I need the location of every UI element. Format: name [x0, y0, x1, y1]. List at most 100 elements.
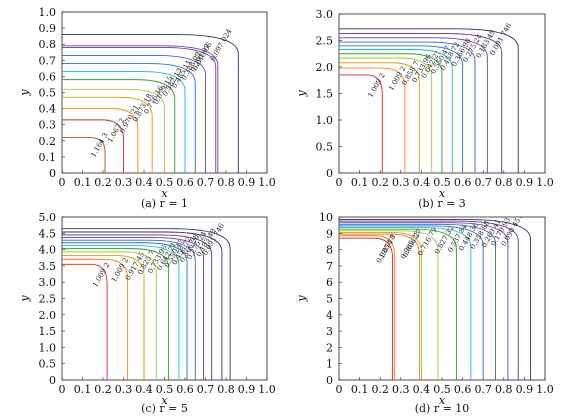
y-tick-label: 0.7: [39, 54, 57, 67]
contour-line: [62, 137, 106, 173]
y-tick-label: 3.0: [39, 276, 57, 289]
y-tick-label: 1.5: [39, 325, 57, 338]
x-tick-label: 0.8: [495, 383, 513, 396]
y-tick-label: 0.6: [39, 70, 57, 83]
x-tick-label: 0.8: [217, 383, 235, 396]
contour-line: [339, 28, 519, 173]
x-tick-label: 0.5: [156, 383, 174, 396]
y-tick-label: 0.5: [316, 141, 334, 154]
x-tick-label: 0.8: [495, 176, 513, 189]
x-tick-label: 1.0: [258, 383, 276, 396]
contour-line: [339, 57, 433, 173]
x-tick-label: 0: [59, 383, 66, 396]
contour-line: [62, 231, 223, 380]
contour-line: [62, 71, 186, 173]
x-tick-label: 0.2: [371, 176, 389, 189]
panel-d: 0 0.1 0.2 0.3 0.4 0.5 0.6 0.7 0.8 0.9 1.0012345678…: [295, 211, 554, 415]
panel-b: 0 0.1 0.2 0.3 0.4 0.5 0.6 0.7 0.8 0.9 1.000.51.01.…: [295, 8, 554, 210]
x-axis-label: x: [439, 187, 446, 200]
x-tick-label: 1.0: [536, 383, 554, 396]
y-tick-label: 0.2: [39, 135, 57, 148]
panel-caption: (b) r = 3: [418, 197, 466, 210]
x-tick-label: 0.2: [94, 176, 112, 189]
contour-line: [339, 223, 497, 380]
y-tick-label: 0: [49, 167, 56, 180]
y-tick-label: 0: [326, 167, 333, 180]
y-tick-label: 3: [326, 325, 333, 338]
plot-frame: [61, 216, 268, 381]
contour-line: [339, 237, 394, 380]
x-tick-label: 0.9: [516, 383, 534, 396]
x-axis-label: x: [161, 187, 168, 200]
y-tick-label: 0.3: [39, 119, 57, 132]
y-tick-label: 2.0: [39, 309, 57, 322]
y-tick-label: 0: [326, 374, 333, 387]
y-tick-label: 3.0: [316, 8, 334, 21]
y-tick-label: 2: [326, 341, 333, 354]
y-axis-label: y: [295, 295, 308, 303]
contour-line: [62, 119, 124, 173]
x-tick-label: 0.4: [135, 176, 153, 189]
x-tick-label: 0.7: [197, 383, 215, 396]
x-tick-label: 0.3: [392, 383, 410, 396]
x-tick-label: 0: [336, 176, 343, 189]
contour-line: [62, 96, 153, 173]
x-tick-label: 0: [59, 176, 66, 189]
contour-line: [62, 234, 213, 380]
y-tick-label: 1.5: [316, 88, 334, 101]
x-tick-label: 0.4: [135, 383, 153, 396]
y-tick-label: 2.0: [316, 61, 334, 74]
contour-line: [339, 33, 503, 173]
contour-line: [62, 255, 145, 380]
panel-caption: (d) r = 10: [415, 402, 470, 415]
y-tick-label: 7: [326, 260, 333, 273]
x-tick-label: 0.6: [454, 176, 472, 189]
panel-a: 0 0.1 0.2 0.3 0.4 0.5 0.6 0.7 0.8 0.9 1.000.10.20.…: [18, 6, 276, 210]
x-tick-label: 0.1: [351, 176, 369, 189]
x-tick-label: 0: [336, 383, 343, 396]
contour-line: [339, 67, 406, 173]
x-tick-label: 0.4: [413, 383, 431, 396]
y-tick-label: 3.5: [39, 260, 57, 273]
panel-caption: (a) r = 1: [141, 197, 188, 210]
y-axis-label: y: [18, 89, 31, 97]
contour-line: [62, 239, 196, 380]
contour-line: [62, 242, 188, 380]
x-tick-label: 0.3: [392, 176, 410, 189]
x-axis-label: x: [161, 394, 168, 407]
contour-line: [339, 227, 472, 380]
x-tick-label: 0.8: [217, 176, 235, 189]
contour-line: [339, 74, 383, 173]
y-tick-label: 8: [326, 244, 333, 257]
y-tick-label: 9: [326, 227, 333, 240]
contour-line: [62, 55, 206, 173]
x-tick-label: 0.7: [197, 176, 215, 189]
x-tick-label: 0.3: [115, 176, 133, 189]
x-tick-label: 0.1: [351, 383, 369, 396]
contour-line: [339, 220, 519, 380]
panel-caption: (c) r = 5: [141, 402, 188, 415]
y-tick-label: 1: [326, 358, 333, 371]
contour-line: [339, 49, 453, 173]
contour-line: [62, 34, 239, 173]
contour-line: [62, 245, 180, 380]
x-tick-label: 0.4: [413, 176, 431, 189]
y-axis-label: y: [18, 295, 31, 303]
y-tick-label: 4: [326, 309, 333, 322]
contour-line: [62, 108, 139, 173]
y-tick-label: 0.1: [39, 151, 57, 164]
contour-line: [62, 63, 196, 173]
contour-line: [339, 37, 488, 173]
y-tick-label: 4.5: [39, 227, 57, 240]
x-tick-label: 0.1: [74, 176, 92, 189]
contour-line: [339, 235, 396, 380]
y-tick-label: 2.5: [316, 35, 334, 48]
y-tick-label: 0.5: [39, 358, 57, 371]
y-tick-label: 2.5: [39, 293, 57, 306]
y-tick-label: 1.0: [39, 6, 57, 19]
contour-line: [339, 232, 422, 380]
contour-line: [62, 237, 204, 380]
x-tick-label: 0.9: [238, 176, 256, 189]
